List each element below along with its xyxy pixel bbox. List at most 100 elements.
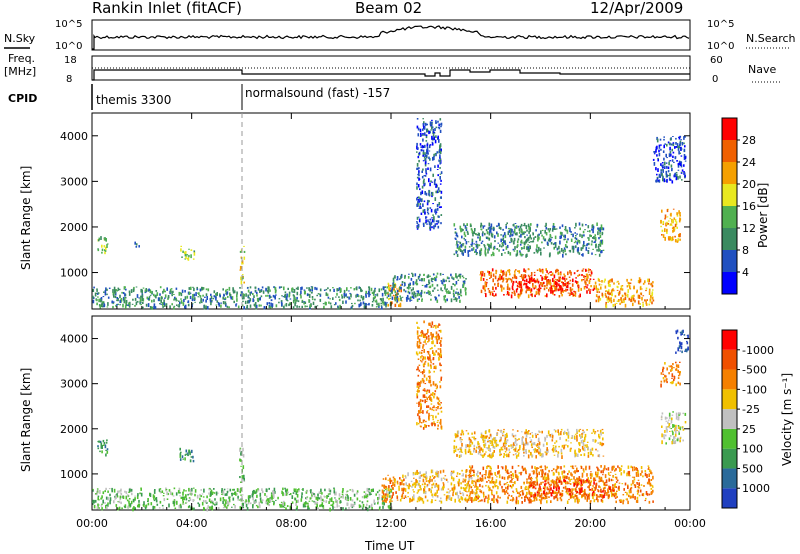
- data-cell: [435, 337, 438, 340]
- data-cell: [258, 297, 260, 301]
- data-cell: [464, 234, 467, 237]
- data-cell: [427, 375, 430, 378]
- data-cell: [424, 389, 426, 392]
- data-cell: [181, 256, 183, 258]
- data-cell: [391, 291, 393, 294]
- data-cell: [424, 161, 427, 165]
- data-cell: [319, 298, 322, 302]
- data-cell: [567, 281, 570, 285]
- data-cell: [585, 273, 588, 276]
- data-cell: [548, 496, 550, 498]
- data-cell: [233, 488, 235, 491]
- data-cell: [618, 292, 620, 296]
- data-cell: [445, 279, 447, 282]
- data-cell: [668, 160, 671, 162]
- data-cell: [515, 288, 518, 293]
- data-cell: [569, 270, 571, 274]
- data-cell: [100, 442, 103, 446]
- data-cell: [365, 295, 367, 298]
- data-cell: [229, 488, 232, 492]
- data-cell: [418, 201, 421, 203]
- data-cell: [516, 478, 519, 481]
- data-cell: [396, 289, 399, 293]
- data-cell: [457, 495, 460, 499]
- data-cell: [501, 285, 503, 288]
- data-cell: [260, 290, 263, 293]
- data-cell: [588, 242, 590, 246]
- data-cell: [485, 495, 487, 499]
- data-cell: [333, 304, 336, 306]
- data-cell: [530, 272, 533, 276]
- data-cell: [336, 288, 338, 292]
- data-cell: [382, 478, 385, 480]
- data-cell: [481, 485, 484, 488]
- data-cell: [177, 490, 180, 494]
- data-cell: [239, 250, 242, 253]
- data-cell: [593, 287, 596, 290]
- data-cell: [372, 297, 375, 302]
- data-cell: [632, 493, 634, 496]
- data-cell: [278, 301, 280, 304]
- data-cell: [194, 489, 197, 493]
- data-cell: [153, 305, 155, 309]
- data-cell: [224, 298, 226, 301]
- data-cell: [139, 302, 142, 304]
- data-cell: [492, 480, 495, 484]
- data-cell: [137, 493, 139, 497]
- data-cell: [273, 503, 275, 506]
- data-cell: [543, 486, 545, 489]
- data-cell: [429, 375, 431, 380]
- data-cell: [261, 488, 263, 491]
- data-cell: [249, 502, 252, 505]
- data-cell: [373, 290, 376, 292]
- data-cell: [416, 390, 419, 392]
- data-cell: [564, 238, 567, 240]
- data-cell: [525, 470, 527, 474]
- data-cell: [511, 481, 513, 483]
- data-cell: [266, 499, 268, 502]
- data-cell: [664, 217, 666, 220]
- data-cell: [389, 284, 392, 287]
- data-cell: [223, 499, 225, 502]
- data-cell: [227, 296, 229, 298]
- data-cell: [483, 474, 486, 476]
- data-cell: [420, 132, 422, 136]
- data-cell: [631, 495, 634, 498]
- data-cell: [224, 297, 227, 300]
- data-cell: [501, 242, 503, 245]
- data-cell: [440, 206, 442, 208]
- data-cell: [96, 289, 98, 292]
- data-cell: [436, 484, 439, 488]
- data-cell: [265, 294, 267, 297]
- data-cell: [427, 212, 430, 215]
- data-cell: [212, 491, 214, 494]
- data-cell: [591, 228, 593, 231]
- data-cell: [460, 290, 462, 294]
- data-cell: [437, 406, 439, 410]
- data-cell: [173, 305, 176, 307]
- data-cell: [418, 159, 420, 163]
- data-cell: [305, 497, 308, 500]
- data-cell: [592, 237, 594, 239]
- data-cell: [493, 290, 495, 292]
- data-cell: [385, 292, 388, 294]
- data-cell: [286, 505, 289, 507]
- data-cell: [400, 288, 402, 293]
- power-region: [453, 222, 605, 258]
- data-cell: [180, 300, 183, 304]
- data-cell: [660, 144, 662, 146]
- data-cell: [547, 477, 550, 481]
- data-cell: [255, 304, 258, 308]
- data-cell: [368, 302, 370, 306]
- data-cell: [489, 466, 492, 470]
- data-cell: [329, 489, 332, 493]
- data-cell: [440, 122, 443, 126]
- data-cell: [566, 492, 569, 495]
- data-cell: [559, 496, 562, 500]
- data-cell: [458, 241, 460, 243]
- data-cell: [510, 476, 512, 479]
- data-cell: [679, 233, 681, 238]
- data-cell: [453, 486, 455, 490]
- data-cell: [675, 142, 677, 145]
- data-cell: [179, 503, 182, 507]
